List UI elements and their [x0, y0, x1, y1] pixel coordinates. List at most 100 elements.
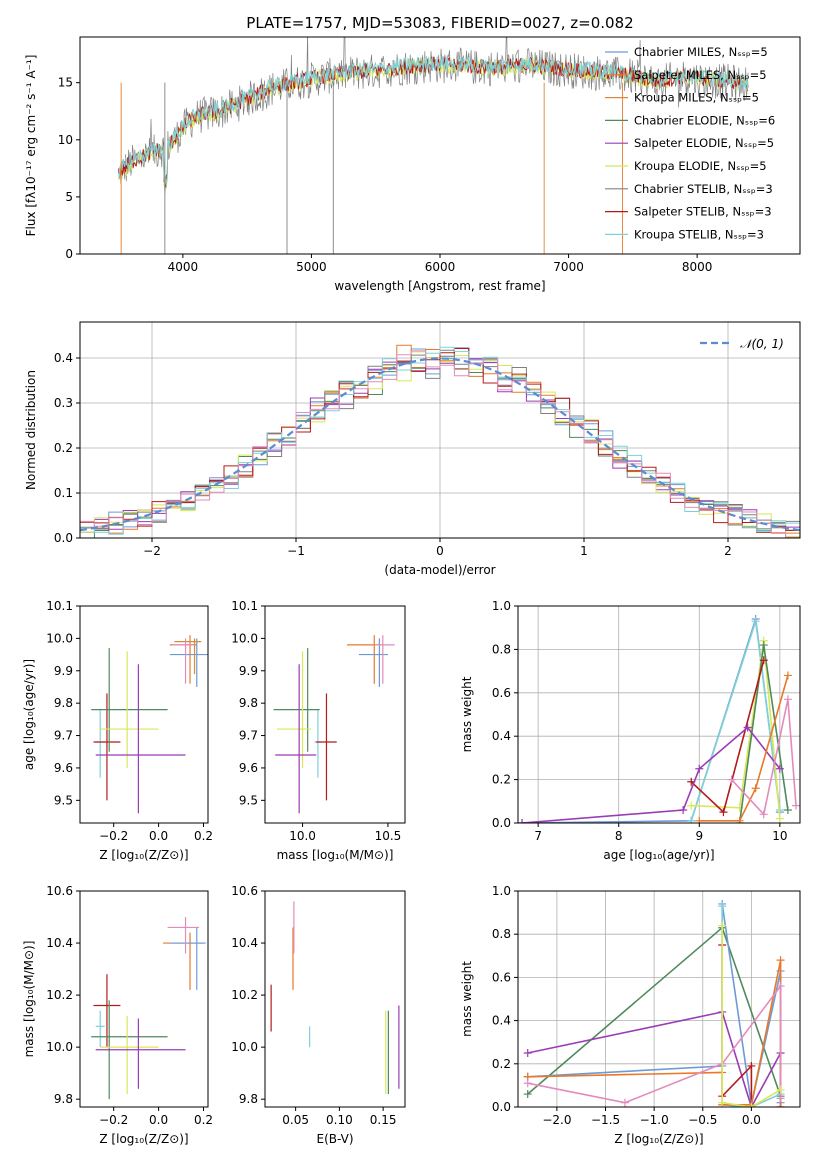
y-tick-label: 9.5 [54, 793, 73, 807]
mass-weight-point [523, 1079, 532, 1088]
y-tick-label: 0.8 [492, 927, 511, 941]
age_vs_mass-panel: 10.0 10.5 9.5 9.6 9.7 9.8 9.9 10.0 10.1 mass [log… [231, 599, 406, 862]
y-tick-label: 10 [58, 133, 73, 147]
mass-weight-point [776, 956, 785, 965]
x-tick-label: 7000 [553, 260, 584, 274]
mass-weight-point [523, 1049, 532, 1057]
y-tick-label: 0.4 [492, 729, 511, 743]
y-tick-label: 5 [65, 190, 73, 204]
x-tick-label: 10.0 [289, 829, 316, 843]
mass-weight-point [759, 641, 768, 650]
residuals-plot-area [80, 322, 800, 538]
y-axis-label: mass weight [460, 676, 474, 752]
mass-weight-series [721, 925, 782, 1107]
mass-weight-point [718, 921, 727, 930]
mass_vs_ebv-plot-area [270, 901, 400, 1094]
x-tick-label: 1 [580, 544, 588, 558]
mass-weight-point [783, 671, 792, 680]
y-tick-label: 0.6 [492, 686, 511, 700]
mass-weight-point [775, 814, 784, 823]
age_vs_Z-panel: −0.2 0.0 0.2 9.5 9.6 9.7 9.8 9.9 10.0 10.1 Z [log₁… [22, 599, 213, 862]
legend-entry: Kroupa STELIB, Nₛₛₚ=3 [634, 227, 764, 241]
x-tick-label: −0.5 [688, 1113, 717, 1127]
mass-weight-point [751, 784, 760, 793]
legend-entry: 𝒩(0, 1) [740, 337, 784, 351]
y-tick-label: 10.6 [231, 884, 258, 898]
y-tick-label: 9.7 [239, 729, 258, 743]
y-tick-label: 9.8 [239, 696, 258, 710]
x-axis-label: Z [log₁₀(Z/Z⊙)] [99, 1132, 188, 1146]
y-tick-label: 9.6 [239, 761, 258, 775]
y-tick-label: 0.6 [492, 970, 511, 984]
normal-curve [80, 357, 800, 532]
x-tick-label: 0.2 [194, 1113, 213, 1127]
x-tick-label: 7 [534, 829, 542, 843]
mass-weight-point [747, 1103, 756, 1107]
legend-entry: Chabrier MILES, Nₛₛₚ=5 [634, 45, 768, 59]
x-axis-label: E(B-V) [316, 1132, 353, 1146]
x-axis-label: wavelength [Angstrom, rest frame] [334, 279, 545, 293]
y-tick-label: 10.4 [46, 936, 73, 950]
x-tick-label: 4000 [168, 260, 199, 274]
spectrum-title: PLATE=1757, MJD=53083, FIBERID=0027, z=0… [246, 14, 633, 32]
mass-weight-point [735, 816, 744, 823]
y-tick-label: 0.1 [54, 486, 73, 500]
residual-histogram [80, 348, 800, 533]
legend-entry: Chabrier ELODIE, Nₛₛₚ=6 [634, 113, 775, 127]
legend-entry: Kroupa MILES, Nₛₛₚ=5 [634, 91, 759, 105]
mass_weight_vs_Z-plot-area [518, 891, 800, 1107]
y-tick-label: 0.0 [492, 1100, 511, 1114]
y-tick-label: 9.8 [239, 1092, 258, 1106]
y-tick-label: 0.2 [492, 773, 511, 787]
y-tick-label: 0.2 [54, 441, 73, 455]
mass-weight-point [775, 764, 784, 773]
spectrum-plot-area [118, 37, 749, 254]
mass_vs_Z-frame [79, 890, 209, 1108]
mass-weight-point [718, 1098, 727, 1107]
x-axis-label: mass [log₁₀(M/M⊙)] [277, 848, 394, 862]
y-tick-label: 10.0 [46, 631, 73, 645]
mass-weight-point [523, 1090, 532, 1099]
y-tick-label: 0.4 [492, 1014, 511, 1028]
mass_vs_Z-plot-area [91, 917, 206, 1100]
y-tick-label: 15 [58, 76, 73, 90]
x-tick-label: 0.0 [742, 1113, 761, 1127]
x-tick-label: 8000 [682, 260, 713, 274]
legend-entry: Kroupa ELODIE, Nₛₛₚ=5 [634, 159, 767, 173]
mass-weight-series [730, 699, 797, 816]
mass-weight-point [776, 1085, 785, 1094]
y-tick-label: 10.1 [46, 599, 73, 613]
age_vs_mass-frame [264, 605, 406, 824]
mass-weight-point [776, 1103, 785, 1107]
mass_weight_vs_Z-panel: −2.0 −1.5 −1.0 −0.5 0.0 0.0 0.2 0.4 0.6 0.8 1.0 Z [… [460, 884, 801, 1146]
x-tick-label: 10 [772, 829, 787, 843]
y-axis-label: mass [log₁₀(M/M⊙)] [22, 941, 36, 1058]
legend-entry: Salpeter MILES, Nₛₛₚ=5 [634, 68, 767, 82]
mass-weight-point [687, 816, 696, 823]
y-axis-label: mass weight [460, 961, 474, 1037]
x-axis-label: age [log₁₀(age/yr)] [603, 848, 714, 862]
y-axis-label: Flux [fλ10⁻¹⁷ erg cm⁻² s⁻¹ A⁻¹] [24, 55, 38, 237]
x-tick-label: −1.0 [640, 1113, 669, 1127]
mass-weight-point [679, 805, 688, 814]
x-tick-label: 0 [436, 544, 444, 558]
mass-weight-point [791, 801, 800, 810]
mass-weight-point [751, 617, 760, 626]
x-tick-label: 0.10 [326, 1113, 353, 1127]
mass_vs_ebv-frame [264, 890, 406, 1108]
y-tick-label: 0.4 [54, 351, 73, 365]
x-tick-label: 6000 [425, 260, 456, 274]
residual-histogram [80, 350, 800, 538]
y-tick-label: 0.3 [54, 396, 73, 410]
mass-weight-point [687, 801, 696, 810]
x-tick-label: 0.05 [282, 1113, 309, 1127]
mass_vs_Z-panel: −0.2 0.0 0.2 9.8 10.0 10.2 10.4 10.6 Z [log₁₀(Z/… [22, 884, 213, 1146]
x-tick-label: 8 [615, 829, 623, 843]
residuals-frame [79, 321, 801, 539]
mass-weight-point [783, 695, 792, 704]
x-tick-label: 0.2 [194, 829, 213, 843]
mass_weight_vs_age-panel: 7 8 9 10 0.0 0.2 0.4 0.6 0.8 1.0 age [log₁₀(age/yr… [460, 599, 801, 862]
y-tick-label: 0.8 [492, 642, 511, 656]
x-tick-label: −1.5 [591, 1113, 620, 1127]
